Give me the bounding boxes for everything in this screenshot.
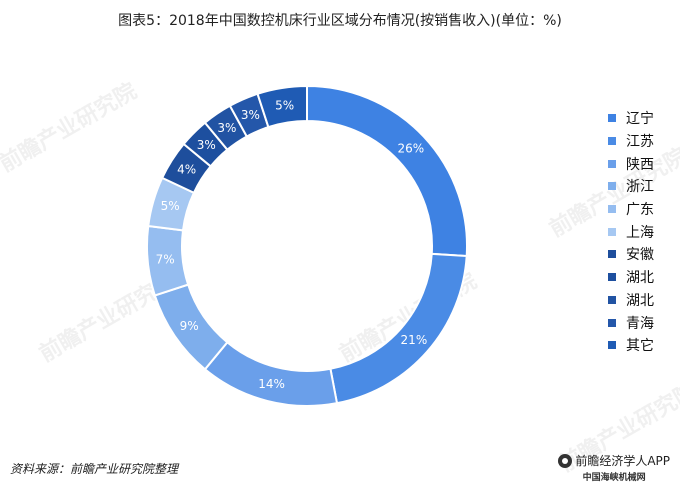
legend-swatch [608,159,616,168]
slice-label: 14% [258,377,285,391]
legend-swatch [608,137,616,146]
brand-network: 中国海峡机械网 [582,473,646,483]
legend-label: 湖北 [626,292,654,309]
legend-label: 江苏 [626,134,654,151]
slice-label: 3% [197,138,216,152]
legend-label: 湖北 [626,270,654,287]
chart-title: 图表5：2018年中国数控机床行业区域分布情况(按销售收入)(单位：%) [118,13,562,29]
legend-item: 广东 [608,198,654,221]
slice-label: 4% [177,163,196,177]
slices-group [146,84,468,407]
brand-logo-icon [558,453,573,468]
slice-辽宁 [306,84,468,258]
legend-item: 安徽 [608,243,654,266]
brand-app-name: 前瞻经济学人APP [575,454,670,468]
slice-label: 26% [398,141,425,155]
legend-item: 江苏 [608,130,654,153]
slice-label: 5% [275,98,294,112]
legend-item: 青海 [608,311,654,334]
brand-app: 前瞻经济学人APP [558,452,670,469]
legend-swatch [608,341,616,350]
legend-item: 陕西 [608,152,654,175]
legend: 辽宁 江苏 陕西 浙江 广东 上海 安徽 湖北 湖北 青海 其它 [608,107,654,357]
slice-陕西 [203,340,339,407]
slice-label: 3% [217,121,236,135]
legend-item: 湖北 [608,289,654,312]
slice-label: 9% [180,319,199,333]
legend-label: 上海 [626,224,654,241]
slice-label: 5% [161,199,180,213]
legend-item: 辽宁 [608,107,654,130]
slice-label: 21% [401,333,428,347]
legend-item: 浙江 [608,175,654,198]
legend-swatch [608,273,616,282]
legend-label: 广东 [626,202,654,219]
brand-block: 前瞻经济学人APP 中国海峡机械网 [558,452,670,483]
legend-item: 上海 [608,220,654,243]
legend-label: 青海 [626,315,654,332]
legend-label: 安徽 [626,247,654,264]
legend-swatch [608,205,616,214]
legend-swatch [608,295,616,304]
legend-item: 湖北 [608,266,654,289]
slice-label: 7% [156,252,175,266]
slice-其它 [256,84,308,129]
legend-item: 其它 [608,334,654,357]
legend-label: 辽宁 [626,111,654,128]
slice-label: 3% [241,108,260,122]
slice-江苏 [329,252,468,405]
legend-swatch [608,182,616,191]
source-note: 资料来源：前瞻产业研究院整理 [10,462,179,476]
legend-label: 其它 [626,338,654,355]
legend-swatch [608,250,616,259]
legend-swatch [608,114,616,123]
legend-swatch [608,227,616,236]
legend-label: 浙江 [626,179,654,196]
legend-label: 陕西 [626,156,654,173]
legend-swatch [608,318,616,327]
slice-labels-group: 26%21%14%9%7%5%4%3%3%3%5% [156,98,428,391]
